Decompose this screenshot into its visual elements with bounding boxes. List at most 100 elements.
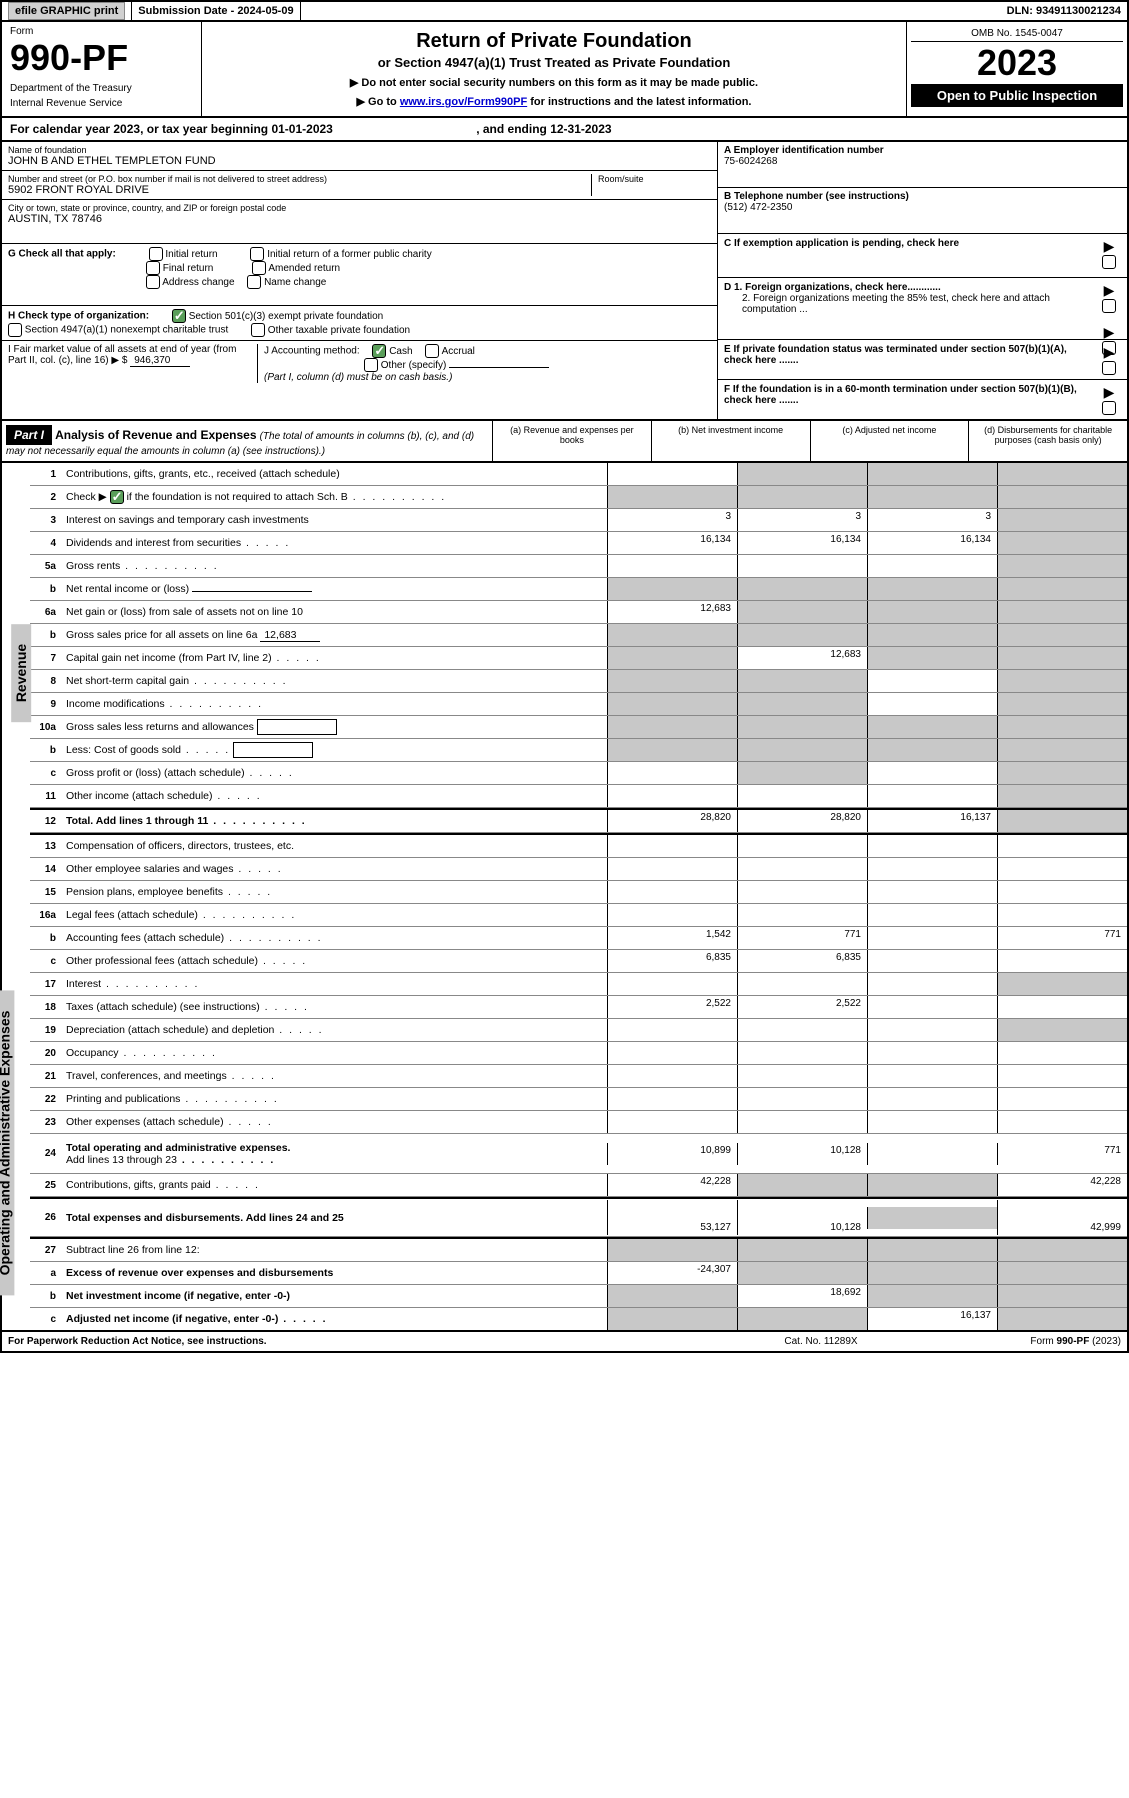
final-return-checkbox[interactable] — [146, 261, 160, 275]
accrual-checkbox[interactable] — [425, 344, 439, 358]
city-state-zip: AUSTIN, TX 78746 — [8, 213, 711, 225]
d-row: D 1. Foreign organizations, check here..… — [718, 278, 1127, 340]
other-specify-line — [449, 367, 549, 368]
footer: For Paperwork Reduction Act Notice, see … — [0, 1332, 1129, 1353]
arrow-icon: ▶ — [1104, 282, 1115, 299]
line-26: 26Total expenses and disbursements. Add … — [30, 1197, 1127, 1237]
line-27: 27Subtract line 26 from line 12: — [30, 1237, 1127, 1262]
line-7: 7Capital gain net income (from Part IV, … — [30, 647, 1127, 670]
line-5b: bNet rental income or (loss) — [30, 578, 1127, 601]
street-address: 5902 FRONT ROYAL DRIVE — [8, 184, 591, 196]
entity-right: A Employer identification number 75-6024… — [717, 142, 1127, 419]
line-17: 17Interest — [30, 973, 1127, 996]
line-2: 2Check ▶ if the foundation is not requir… — [30, 486, 1127, 509]
room-label: Room/suite — [598, 174, 711, 184]
form-ref: Form 990-PF (2023) — [921, 1336, 1121, 1347]
other-method-checkbox[interactable] — [364, 358, 378, 372]
line-25: 25Contributions, gifts, grants paid42,22… — [30, 1174, 1127, 1197]
form-number: 990-PF — [10, 37, 193, 79]
top-bar: efile GRAPHIC print Submission Date - 20… — [0, 0, 1129, 22]
line-27b: bNet investment income (if negative, ent… — [30, 1285, 1127, 1308]
g-checks: G Check all that apply: Initial return I… — [2, 244, 717, 306]
line-24: 24Total operating and administrative exp… — [30, 1134, 1127, 1174]
j-cash: Cash — [389, 346, 412, 357]
j-accrual: Accrual — [442, 346, 475, 357]
name-change-checkbox[interactable] — [247, 275, 261, 289]
col-d-header: (d) Disbursements for charitable purpose… — [968, 421, 1127, 461]
schb-checkbox[interactable] — [110, 490, 124, 504]
tax-year: 2023 — [911, 42, 1123, 84]
header-right: OMB No. 1545-0047 2023 Open to Public In… — [907, 22, 1127, 116]
foundation-name: JOHN B AND ETHEL TEMPLETON FUND — [8, 155, 711, 167]
part1-title-cell: Part I Analysis of Revenue and Expenses … — [2, 421, 492, 461]
cat-no: Cat. No. 11289X — [721, 1336, 921, 1347]
h-label: H Check type of organization: — [8, 311, 149, 322]
entity-info: Name of foundation JOHN B AND ETHEL TEMP… — [0, 142, 1129, 421]
line-8: 8Net short-term capital gain — [30, 670, 1127, 693]
j-label: J Accounting method: — [264, 346, 360, 357]
line-22: 22Printing and publications — [30, 1088, 1127, 1111]
c-row: C If exemption application is pending, c… — [718, 234, 1127, 278]
phone-cell: B Telephone number (see instructions) (5… — [718, 188, 1127, 234]
h-501c3: Section 501(c)(3) exempt private foundat… — [189, 311, 384, 322]
line-16a: 16aLegal fees (attach schedule) — [30, 904, 1127, 927]
d1-checkbox[interactable] — [1102, 299, 1116, 313]
dept-treasury: Department of the Treasury — [10, 83, 193, 94]
form-subtitle: or Section 4947(a)(1) Trust Treated as P… — [210, 55, 898, 70]
g-namechange: Name change — [264, 277, 326, 288]
foundation-name-cell: Name of foundation JOHN B AND ETHEL TEMP… — [2, 142, 717, 171]
f-checkbox[interactable] — [1102, 401, 1116, 415]
initial-former-checkbox[interactable] — [250, 247, 264, 261]
amended-checkbox[interactable] — [252, 261, 266, 275]
g-label: G Check all that apply: — [8, 249, 116, 260]
line-10c: cGross profit or (loss) (attach schedule… — [30, 762, 1127, 785]
h-4947: Section 4947(a)(1) nonexempt charitable … — [25, 325, 228, 336]
line-10a: 10aGross sales less returns and allowanc… — [30, 716, 1127, 739]
i-j-row: I Fair market value of all assets at end… — [2, 341, 717, 386]
city-cell: City or town, state or province, country… — [2, 200, 717, 244]
col-c-header: (c) Adjusted net income — [810, 421, 969, 461]
line-23: 23Other expenses (attach schedule) — [30, 1111, 1127, 1134]
4947-checkbox[interactable] — [8, 323, 22, 337]
address-change-checkbox[interactable] — [146, 275, 160, 289]
form-header: Form 990-PF Department of the Treasury I… — [0, 22, 1129, 118]
g-amended: Amended return — [268, 263, 340, 274]
note-goto-pre: ▶ Go to — [357, 96, 400, 108]
part1-table: Revenue Operating and Administrative Exp… — [0, 463, 1129, 1332]
line-20: 20Occupancy — [30, 1042, 1127, 1065]
arrow-icon: ▶ — [1104, 344, 1115, 361]
line-11: 11Other income (attach schedule) — [30, 785, 1127, 808]
initial-return-checkbox[interactable] — [149, 247, 163, 261]
g-addrchange: Address change — [162, 277, 234, 288]
open-to-public: Open to Public Inspection — [911, 84, 1123, 107]
ein-value: 75-6024268 — [724, 156, 1121, 167]
dln: DLN: 93491130021234 — [1001, 2, 1127, 20]
other-taxable-checkbox[interactable] — [251, 323, 265, 337]
501c3-checkbox[interactable] — [172, 309, 186, 323]
line-6b: bGross sales price for all assets on lin… — [30, 624, 1127, 647]
cash-checkbox[interactable] — [372, 344, 386, 358]
d1-label: D 1. Foreign organizations, check here..… — [724, 282, 941, 293]
line-3: 3Interest on savings and temporary cash … — [30, 509, 1127, 532]
note-ssn: ▶ Do not enter social security numbers o… — [210, 76, 898, 89]
efile-cell: efile GRAPHIC print — [2, 2, 132, 20]
header-left: Form 990-PF Department of the Treasury I… — [2, 22, 202, 116]
l2-pre: Check ▶ — [66, 491, 110, 503]
line-18: 18Taxes (attach schedule) (see instructi… — [30, 996, 1127, 1019]
note-goto-post: for instructions and the latest informat… — [527, 96, 751, 108]
part1-header: Part I Analysis of Revenue and Expenses … — [0, 421, 1129, 463]
name-label: Name of foundation — [8, 145, 711, 155]
form990pf-link[interactable]: www.irs.gov/Form990PF — [400, 96, 527, 108]
h-other: Other taxable private foundation — [268, 325, 410, 336]
l6b-value: 12,683 — [260, 629, 320, 642]
line-27c: cAdjusted net income (if negative, enter… — [30, 1308, 1127, 1330]
note-goto: ▶ Go to www.irs.gov/Form990PF for instru… — [210, 95, 898, 108]
side-labels: Revenue Operating and Administrative Exp… — [2, 463, 30, 1330]
c-label: C If exemption application is pending, c… — [724, 238, 959, 249]
e-checkbox[interactable] — [1102, 361, 1116, 375]
efile-print-button[interactable]: efile GRAPHIC print — [8, 2, 125, 20]
ein-label: A Employer identification number — [724, 145, 884, 156]
form-label: Form — [10, 26, 193, 37]
l2-post: if the foundation is not required to att… — [124, 491, 348, 503]
c-checkbox[interactable] — [1102, 255, 1116, 269]
